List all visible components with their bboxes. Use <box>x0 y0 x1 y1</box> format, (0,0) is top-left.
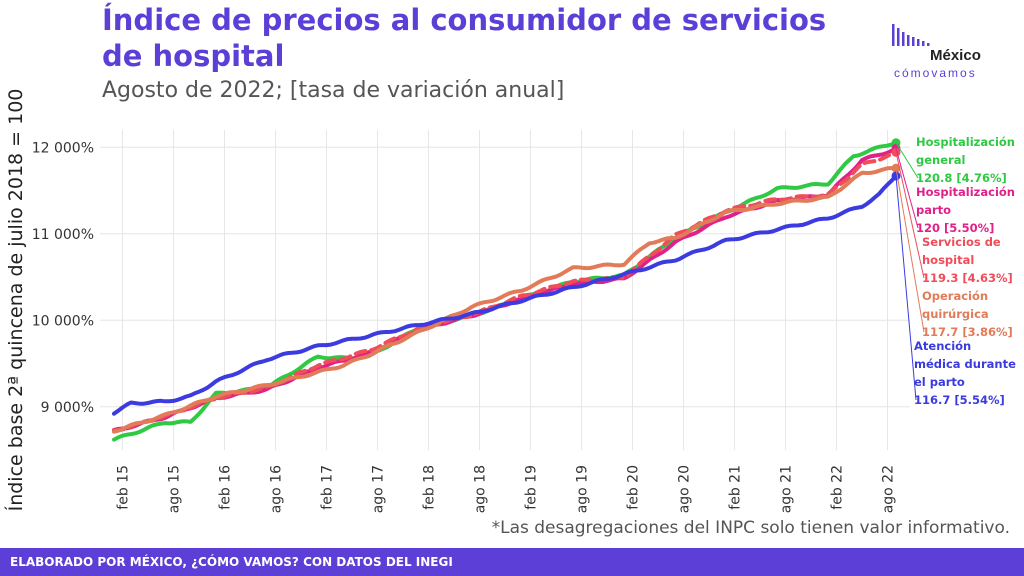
x-tick-label: feb 18 <box>422 465 438 510</box>
x-tick-label: feb 15 <box>116 465 132 510</box>
y-axis: 9 000% 10 000% 11 000% 12 000% <box>32 140 94 415</box>
series-value: 120.8 [4.76%] <box>916 171 1007 185</box>
label-connector <box>895 142 919 179</box>
footer-bar: ELABORADO POR MÉXICO, ¿CÓMO VAMOS? CON D… <box>0 548 1024 576</box>
x-tick-label: feb 16 <box>218 465 234 510</box>
chart-title: Índice de precios al consumidor de servi… <box>102 3 827 73</box>
x-tick-label: ago 20 <box>677 465 693 513</box>
series-name: Operación <box>922 289 988 303</box>
series-name-line: hospital <box>922 253 974 267</box>
label-connector <box>895 152 925 279</box>
label-connector <box>895 168 925 333</box>
x-tick-label: ago 19 <box>575 465 591 513</box>
x-tick-label: ago 16 <box>269 465 285 513</box>
x-tick-label: ago 15 <box>167 465 183 513</box>
series-name-line: el parto <box>914 375 965 389</box>
label-connector <box>895 148 919 229</box>
series-end-label: Hospitalización general 120.8 [4.76%]Hospi… <box>916 135 1015 185</box>
x-tick-label: feb 17 <box>320 465 336 510</box>
series-line <box>112 166 898 434</box>
series-name-line: parto <box>916 203 951 217</box>
series-line <box>112 174 898 416</box>
logo-tagline: cómovamos <box>894 66 977 80</box>
series-value: 119.3 [4.63%] <box>922 271 1013 285</box>
series-name-line: médica durante <box>914 357 1016 371</box>
x-tick-label: feb 21 <box>728 465 744 510</box>
y-tick-label: 12 000% <box>32 140 94 156</box>
x-tick-label: ago 21 <box>779 465 795 513</box>
series-value: 117.7 [3.86%] <box>922 325 1013 339</box>
y-axis-label: Índice base 2ª quincena de julio 2018 = … <box>4 89 27 512</box>
series-value: 120 [5.50%] <box>916 221 994 235</box>
y-tick-label: 11 000% <box>32 227 94 243</box>
series-name: Hospitalización <box>916 135 1015 149</box>
x-tick-label: ago 18 <box>473 465 489 513</box>
label-connector <box>895 175 917 401</box>
y-tick-label: 10 000% <box>32 313 94 329</box>
end-labels: Hospitalización general 120.8 [4.76%]Hospi… <box>895 135 1016 407</box>
brand-logo: México cómovamos <box>892 24 981 80</box>
y-tick-label: 9 000% <box>41 400 94 416</box>
series-end-label: Hospitalización parto 120 [5.50%]Hospitali… <box>916 185 1015 235</box>
x-tick-label: feb 22 <box>830 465 846 510</box>
series-name-line: general <box>916 153 965 167</box>
x-tick-label: ago 17 <box>371 465 387 513</box>
series-name: Hospitalización <box>916 185 1015 199</box>
series-line <box>112 150 898 433</box>
line-chart: 9 000% 10 000% 11 000% 12 000% feb 15 ago 15… <box>4 89 1016 514</box>
x-tick-label: feb 20 <box>626 465 642 510</box>
x-tick-label: feb 19 <box>524 465 540 510</box>
series-name-line: quirúrgica <box>922 307 989 321</box>
series <box>112 138 901 442</box>
series-end-label: Atención médica durante el parto 116.7 [5.5… <box>914 339 1016 407</box>
series-end-label: Operación quirúrgica 117.7 [3.86%]Operació… <box>922 289 1013 339</box>
footnote: *Las desagregaciones del INPC solo tiene… <box>491 518 1010 538</box>
x-axis: feb 15 ago 15 feb 16 ago 16 feb 17 ago 17 feb … <box>116 465 897 513</box>
logo-bars-icon <box>892 24 930 46</box>
series-value: 116.7 [5.54%] <box>914 393 1005 407</box>
series-line <box>112 146 898 432</box>
logo-brand: México <box>930 47 981 64</box>
grid <box>100 130 910 450</box>
x-tick-label: ago 22 <box>881 465 897 513</box>
series-name: Atención <box>914 339 971 353</box>
chart-subtitle: Agosto de 2022; [tasa de variación anual… <box>102 78 565 103</box>
series-name: Servicios de <box>922 235 1001 249</box>
series-end-label: Servicios de hospital 119.3 [4.63%]Servici… <box>922 235 1013 285</box>
